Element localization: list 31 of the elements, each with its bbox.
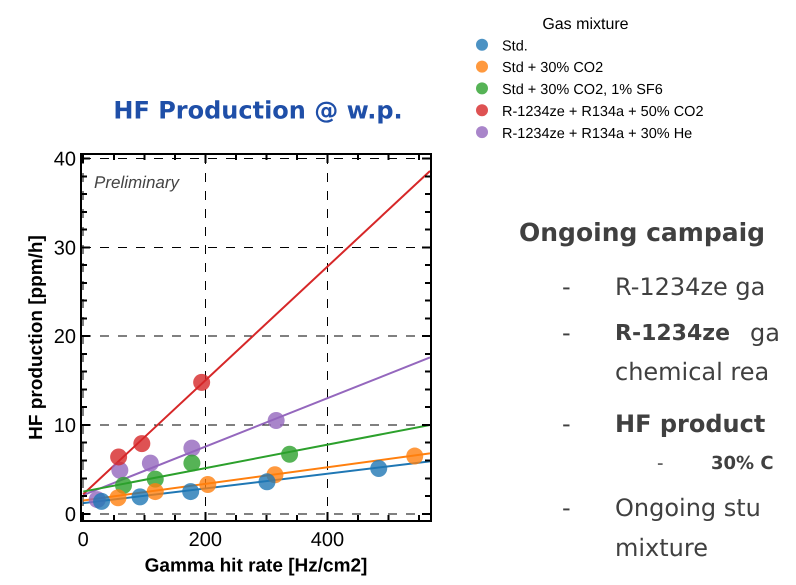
text: - <box>657 453 664 474</box>
legend-label: R-1234ze + R134a + 50% CO2 <box>502 104 704 120</box>
annotation: Preliminary <box>94 173 181 192</box>
x-tick-label: 400 <box>310 529 344 551</box>
text: HF product <box>615 410 766 438</box>
text: mixture <box>615 534 708 562</box>
text: Ongoing campaig <box>519 218 766 247</box>
text: - <box>562 319 571 347</box>
text: - <box>562 410 571 438</box>
y-tick-label: 10 <box>54 414 76 437</box>
x-axis-title: Gamma hit rate [Hz/cm2] <box>144 555 368 576</box>
text: - <box>562 273 571 301</box>
y-tick-label: 0 <box>64 504 76 526</box>
legend-title: Gas mixture <box>542 16 629 33</box>
text: Ongoing stu <box>615 494 761 522</box>
text: 30% C <box>711 453 774 474</box>
text: ga <box>750 319 780 347</box>
y-axis-title: HF production [ppm/h] <box>26 235 48 440</box>
legend-label: Std + 30% CO2 <box>502 60 604 76</box>
text: chemical rea <box>615 358 770 386</box>
y-tick-label: 40 <box>54 148 76 171</box>
text: R-1234ze <box>615 321 730 346</box>
chart-title: HF Production @ w.p. <box>113 96 403 124</box>
legend-label: Std. <box>502 38 528 54</box>
legend-label: R-1234ze + R134a + 30% He <box>502 126 692 142</box>
text: R-1234ze ga <box>615 273 766 301</box>
x-tick-label: 200 <box>188 529 222 551</box>
y-tick-label: 30 <box>54 237 76 260</box>
text: - <box>562 494 571 522</box>
y-tick-label: 20 <box>54 326 76 348</box>
legend-label: Std + 30% CO2, 1% SF6 <box>502 82 663 98</box>
